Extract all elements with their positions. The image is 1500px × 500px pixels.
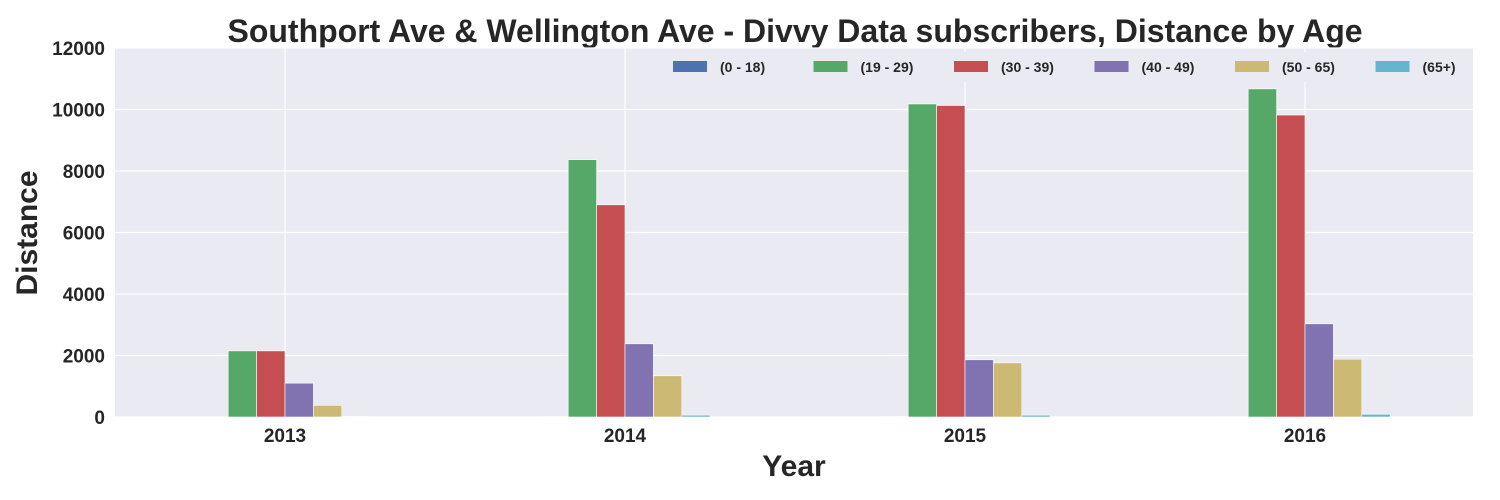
bar-2015-series-3 (964, 359, 994, 418)
y-tick-label: 4000 (63, 285, 105, 306)
y-axis-label: Distance (11, 170, 44, 295)
bar-2016-series-2 (1276, 114, 1306, 418)
bar-2015-series-2 (936, 105, 966, 418)
bar-2013-series-1 (227, 350, 257, 418)
legend-swatch (1235, 61, 1269, 72)
x-tick-label: 2015 (944, 426, 987, 447)
legend-swatch (1375, 61, 1410, 72)
legend-swatch (1094, 61, 1129, 72)
bar-2013-series-3 (284, 382, 314, 418)
x-tick-label: 2014 (604, 426, 647, 447)
y-tick-label: 2000 (63, 347, 105, 368)
bar-2013-series-2 (256, 350, 286, 418)
bar-2015-series-5 (1021, 414, 1051, 418)
x-tick-label: 2016 (1284, 426, 1326, 447)
y-tick-labels: 0 2000 4000 6000 8000 10000 12000 (52, 39, 105, 429)
bar-2015-series-4 (993, 362, 1023, 418)
bar-2016-series-4 (1333, 358, 1363, 418)
y-tick-label: 12000 (52, 39, 105, 60)
legend-label: (30 - 39) (1001, 59, 1054, 75)
bar-2014-series-4 (653, 375, 683, 418)
bar-2015-series-1 (907, 103, 937, 418)
y-tick-label: 10000 (52, 101, 105, 122)
legend-swatch (954, 61, 988, 72)
legend-swatch (813, 61, 848, 72)
y-tick-label: 8000 (63, 162, 105, 183)
bar-2016-series-5 (1361, 413, 1391, 418)
bar-2013-series-4 (313, 405, 343, 418)
legend-swatch (673, 61, 707, 72)
bar-2014-series-3 (624, 343, 654, 418)
legend-label: (50 - 65) (1282, 59, 1335, 75)
legend: (0 - 18) (19 - 29) (30 - 39) (40 - 49) (50 -… (667, 52, 1471, 82)
x-tick-labels: 2013 2014 2015 2016 (264, 426, 1326, 447)
legend-label: (19 - 29) (861, 59, 914, 75)
legend-label: (40 - 49) (1142, 59, 1195, 75)
bar-2016-series-1 (1247, 88, 1277, 418)
bar-2014-series-5 (681, 414, 711, 418)
bar-2013-series-5 (341, 416, 371, 418)
bar-2014-series-2 (596, 204, 626, 418)
chart-title: Southport Ave & Wellington Ave - Divvy D… (227, 13, 1362, 49)
x-tick-label: 2013 (264, 426, 306, 447)
y-tick-label: 6000 (63, 224, 105, 245)
bars (227, 88, 1391, 418)
x-axis-label: Year (762, 450, 826, 483)
bar-2016-series-0 (1219, 416, 1249, 418)
bar-2016-series-3 (1304, 323, 1334, 418)
y-tick-label: 0 (94, 408, 105, 429)
legend-label: (65+) (1423, 59, 1456, 75)
legend-label: (0 - 18) (720, 59, 765, 75)
legend-background (667, 52, 1471, 82)
bar-2014-series-1 (567, 159, 597, 418)
